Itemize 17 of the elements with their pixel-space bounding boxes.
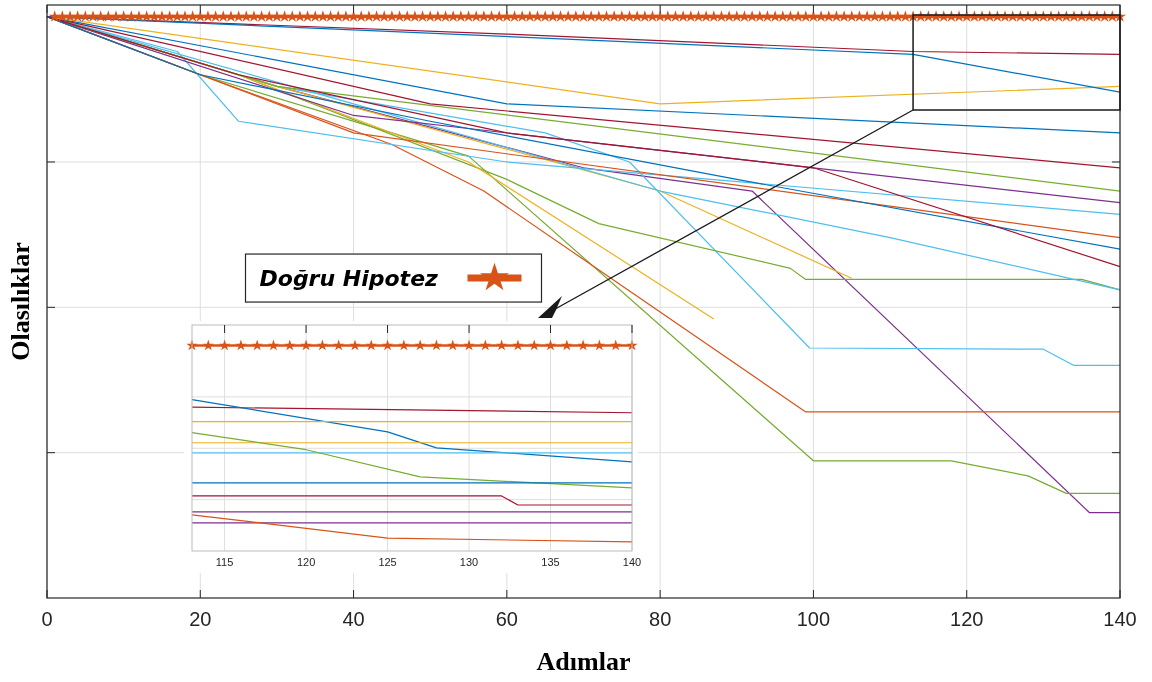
x-tick-label: 20 [189,608,212,630]
x-tick-label: 0 [41,608,53,630]
y-axis-title: Olasılıklar [6,242,35,361]
x-axis-title: Adımlar [536,647,631,676]
x-tick-label: 140 [1103,608,1137,630]
x-tick-label: 135 [541,556,560,568]
x-tick-label: 130 [459,556,479,568]
x-tick-label: 100 [796,608,831,630]
x-tick-label: 120 [296,556,316,568]
x-tick-label: 140 [622,556,642,568]
x-tick-label: 60 [495,608,518,630]
x-tick-label: 115 [215,556,234,568]
x-tick-label: 125 [378,556,397,568]
x-tick-label: 40 [342,608,365,630]
legend-label: Doğru Hipotez [259,266,439,292]
x-tick-label: 80 [649,608,672,630]
x-tick-label: 120 [950,608,984,630]
